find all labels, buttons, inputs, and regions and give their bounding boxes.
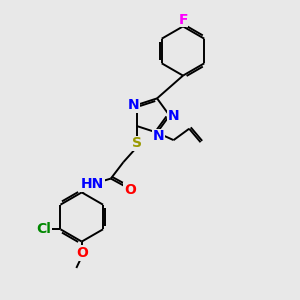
Text: Cl: Cl [37,222,51,236]
Text: N: N [167,109,179,122]
Text: N: N [153,129,164,143]
Text: O: O [124,183,136,197]
Text: O: O [76,246,88,260]
Text: N: N [128,98,140,112]
Text: F: F [178,13,188,27]
Text: HN: HN [81,177,104,191]
Text: S: S [132,136,142,151]
